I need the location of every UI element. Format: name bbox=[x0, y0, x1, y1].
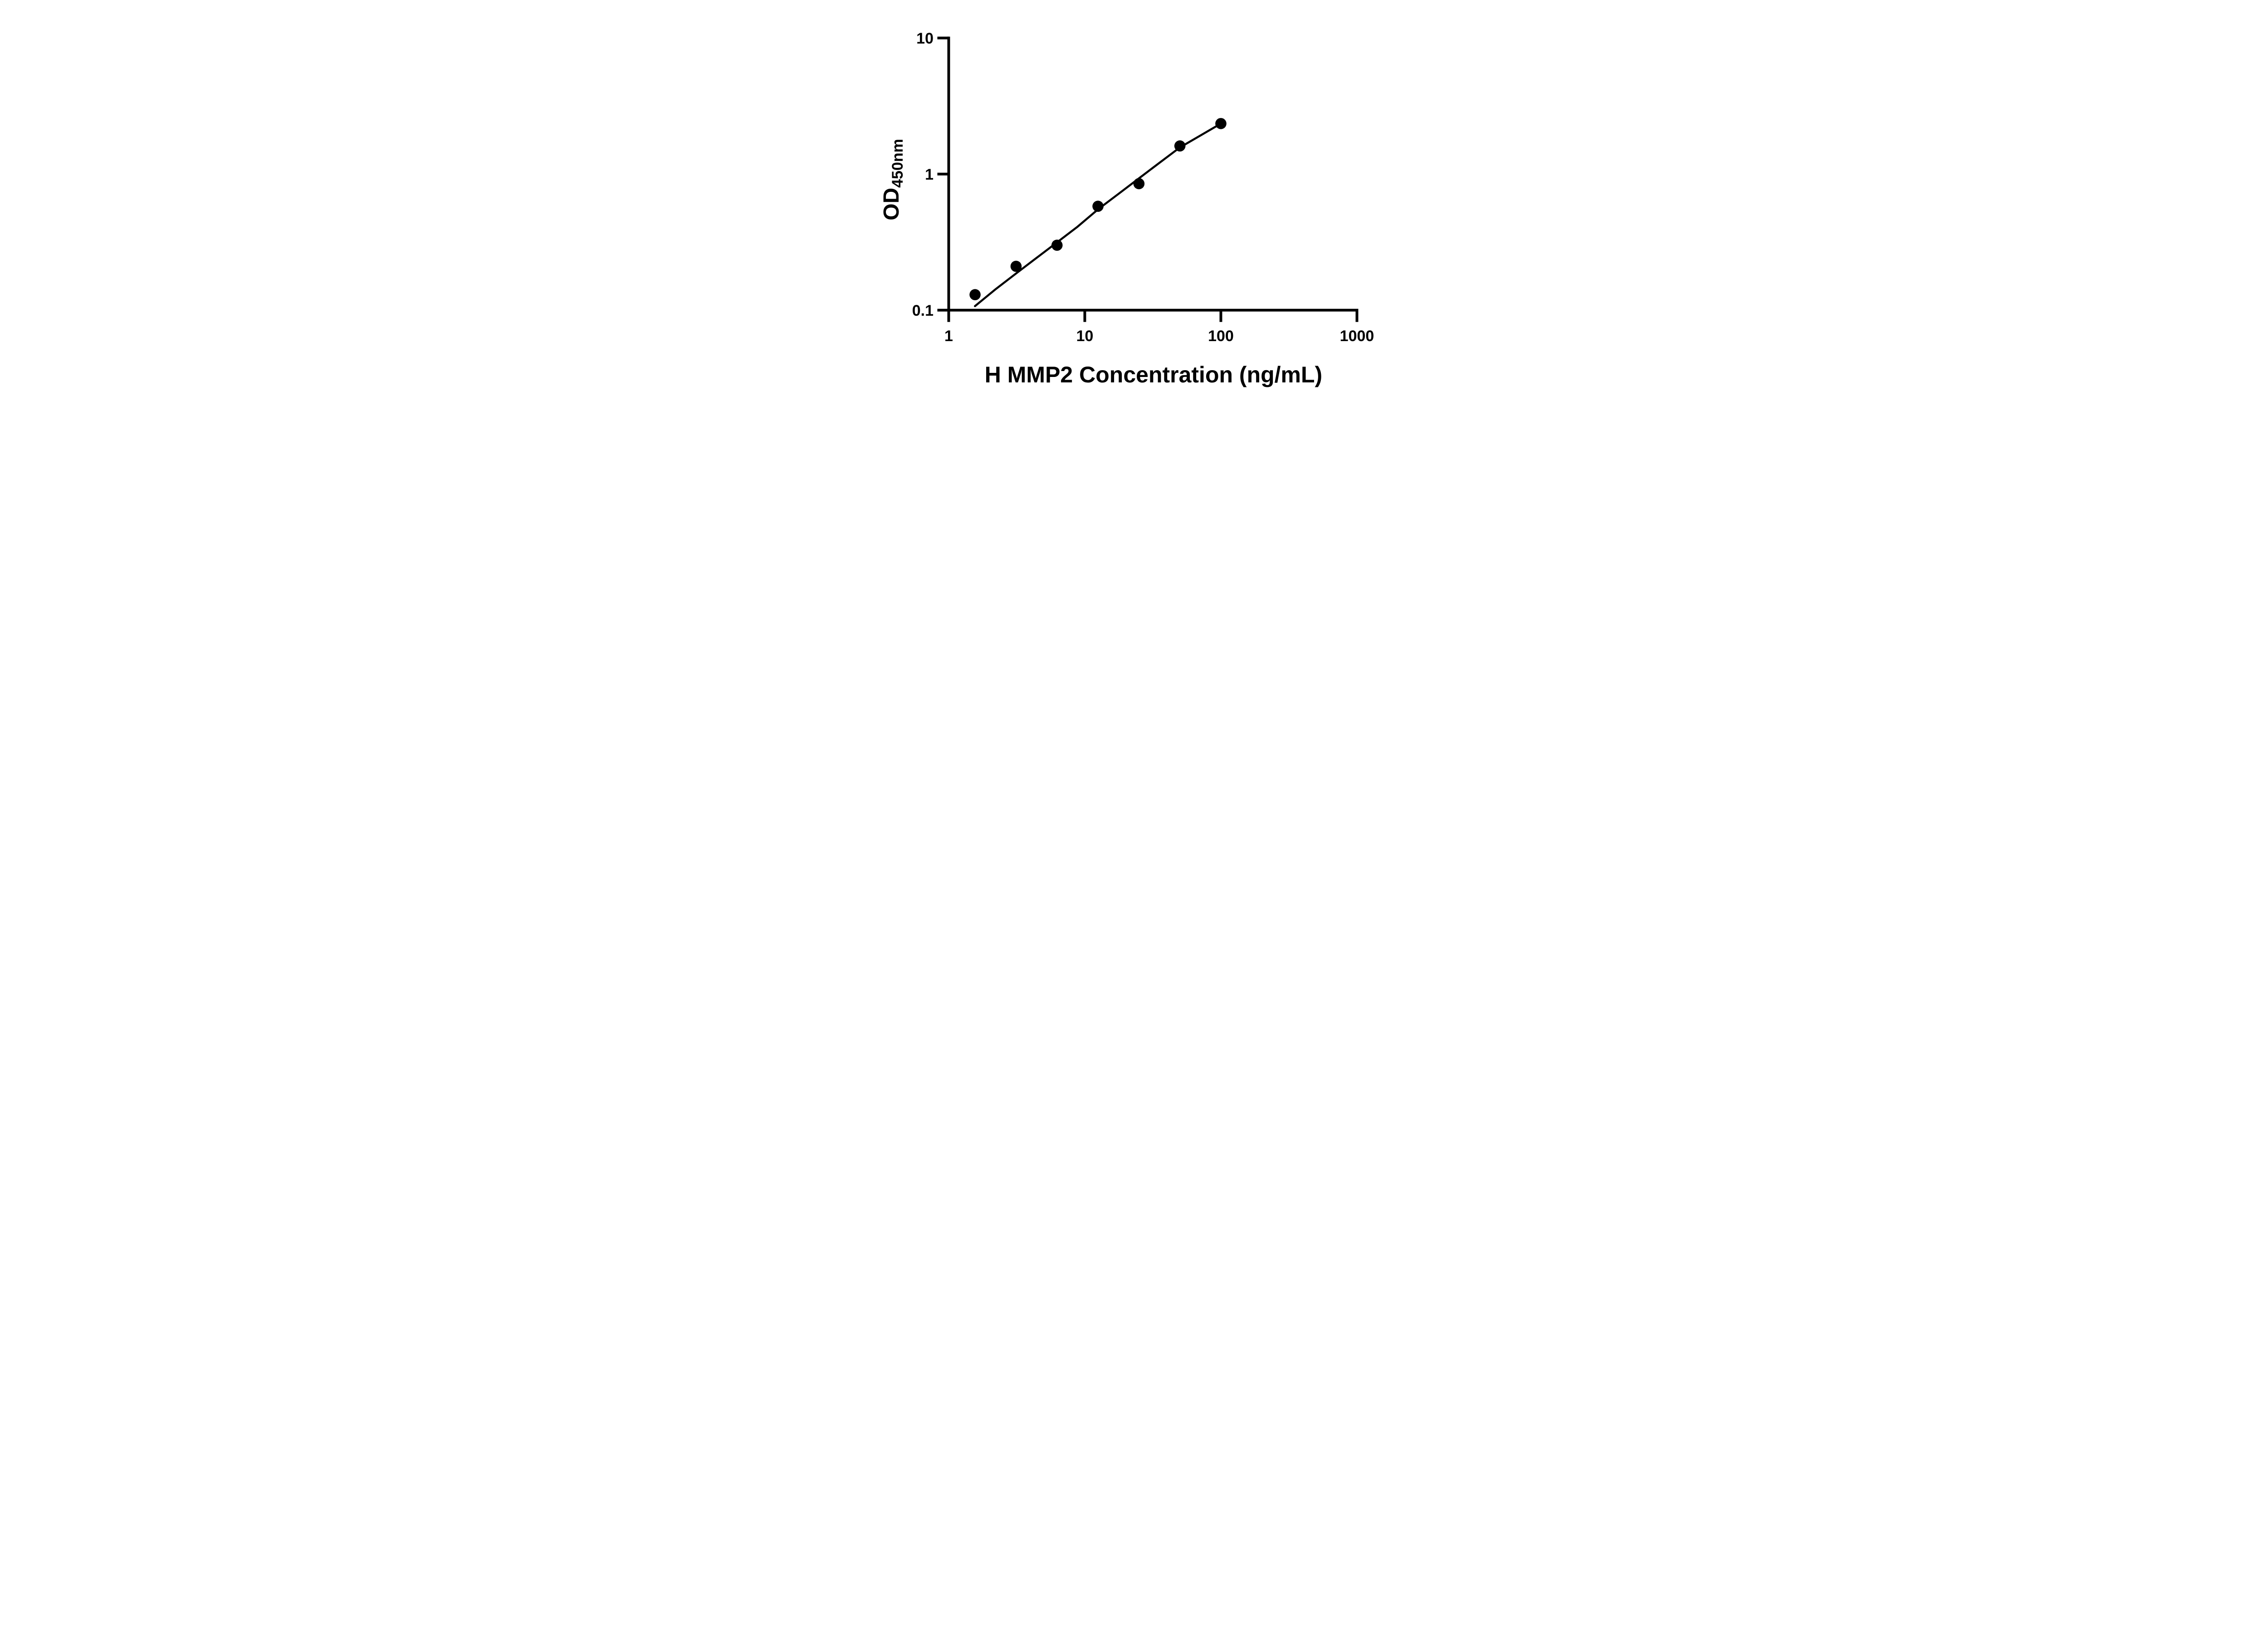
x-tick-label: 100 bbox=[1208, 328, 1234, 345]
y-axis-title-subscript: 450nm bbox=[889, 139, 906, 188]
data-point bbox=[1174, 140, 1185, 152]
data-point bbox=[1092, 200, 1104, 212]
data-points bbox=[969, 118, 1227, 300]
data-point bbox=[1010, 260, 1022, 272]
data-point bbox=[1133, 178, 1144, 190]
y-tick-label: 1 bbox=[925, 166, 934, 183]
axes bbox=[937, 36, 1358, 322]
data-point bbox=[1215, 118, 1227, 129]
y-axis-title: OD450nm bbox=[880, 139, 906, 220]
chart-figure: 1 10 100 1000 0.1 1 10 H MMP2 Concentration (… bbox=[848, 0, 1420, 408]
x-tick-label: 1000 bbox=[1339, 328, 1374, 345]
fit-curve-line bbox=[973, 122, 1222, 308]
x-axis-tick-labels: 1 10 100 1000 bbox=[944, 328, 1374, 345]
y-tick-label: 10 bbox=[916, 30, 934, 47]
y-axis-tick-labels: 0.1 1 10 bbox=[912, 30, 933, 319]
data-point bbox=[969, 289, 981, 300]
x-axis-title: H MMP2 Concentration (ng/mL) bbox=[984, 362, 1322, 387]
y-tick-label: 0.1 bbox=[912, 302, 933, 319]
x-tick-label: 1 bbox=[944, 328, 953, 345]
y-axis-title-main: OD bbox=[880, 188, 904, 220]
x-tick-label: 10 bbox=[1076, 328, 1093, 345]
data-point bbox=[1051, 240, 1063, 251]
standard-curve-plot: 1 10 100 1000 0.1 1 10 H MMP2 Concentration (… bbox=[880, 30, 1374, 387]
